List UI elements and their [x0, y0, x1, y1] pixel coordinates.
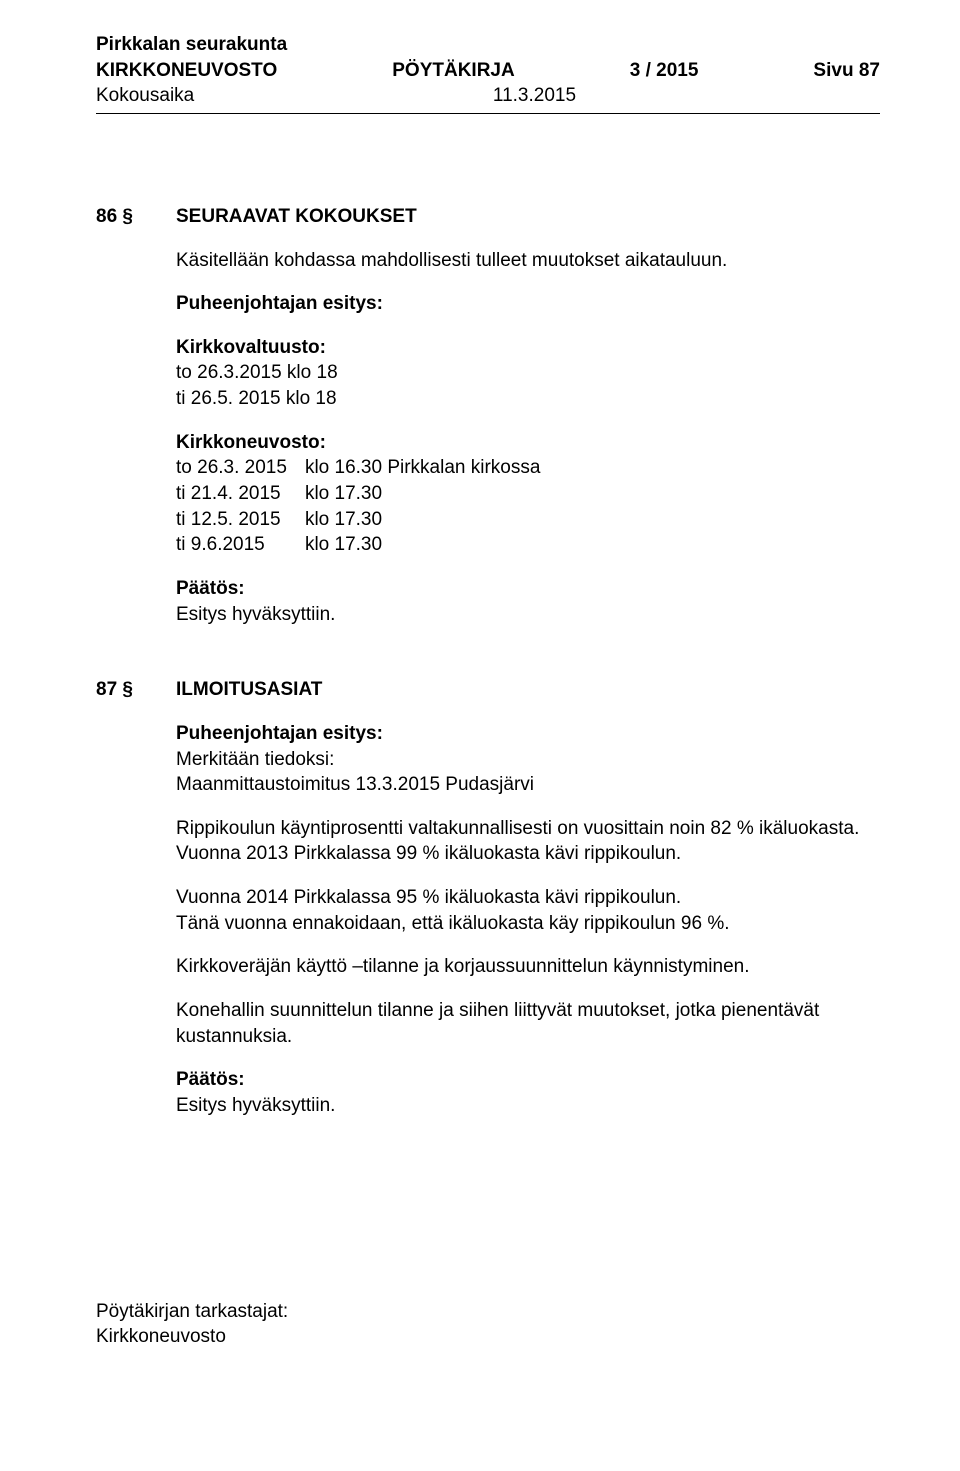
header-spacer [875, 83, 880, 109]
schedule-cell: to 26.3. 2015 [176, 455, 305, 481]
schedule-row: ti 12.5. 2015 klo 17.30 [176, 507, 558, 533]
page-footer: Pöytäkirjan tarkastajat: Kirkkoneuvosto [96, 1299, 880, 1350]
schedule-cell: klo 17.30 [305, 532, 559, 558]
header-page-label: Sivu 87 [813, 58, 880, 84]
item86-title: SEURAAVAT KOKOUKSET [176, 204, 417, 230]
item87-title: ILMOITUSASIAT [176, 677, 322, 703]
item87-decision-label: Päätös: [176, 1067, 880, 1093]
item86-intro: Käsitellään kohdassa mahdollisesti tulle… [176, 248, 880, 274]
item87-proposal-label: Puheenjohtajan esitys: [176, 721, 880, 747]
item87-p5: Konehallin suunnittelun tilanne ja siihe… [176, 998, 880, 1049]
header-doc-type: PÖYTÄKIRJA [392, 58, 514, 84]
item86-body: Käsitellään kohdassa mahdollisesti tulle… [176, 248, 880, 628]
schedule-row: to 26.3. 2015 klo 16.30 Pirkkalan kirkos… [176, 455, 558, 481]
schedule-row: to 26.3.2015 klo 18 [176, 360, 356, 386]
schedule-cell: klo 17.30 [305, 507, 559, 533]
header-doc-num: 3 / 2015 [630, 58, 699, 84]
item87-decision-text: Esitys hyväksyttiin. [176, 1093, 880, 1119]
item87-p1: Rippikoulun käyntiprosentti valtakunnall… [176, 816, 880, 867]
header-divider [96, 113, 880, 114]
schedule-row: ti 9.6.2015 klo 17.30 [176, 532, 558, 558]
header-date-label: Kokousaika [96, 83, 194, 109]
schedule-cell: ti 9.6.2015 [176, 532, 305, 558]
item-87: 87 § ILMOITUSASIAT Puheenjohtajan esitys… [96, 677, 880, 1118]
item86-proposal-label: Puheenjohtajan esitys: [176, 291, 880, 317]
header-org: Pirkkalan seurakunta [96, 32, 287, 58]
item-86: 86 § SEURAAVAT KOKOUKSET Käsitellään koh… [96, 204, 880, 627]
item86-valtuusto-label: Kirkkovaltuusto: [176, 335, 880, 361]
item87-note-line: Maanmittaustoimitus 13.3.2015 Pudasjärvi [176, 772, 880, 798]
item86-decision-label: Päätös: [176, 576, 880, 602]
item86-decision-text: Esitys hyväksyttiin. [176, 602, 880, 628]
schedule-cell: ti 21.4. 2015 [176, 481, 305, 507]
valtuusto-schedule: to 26.3.2015 klo 18 ti 26.5. 2015 klo 18 [176, 360, 356, 411]
item87-note-label: Merkitään tiedoksi: [176, 747, 880, 773]
footer-line2: Kirkkoneuvosto [96, 1324, 880, 1350]
header-body: KIRKKONEUVOSTO [96, 58, 277, 84]
neuvosto-schedule: to 26.3. 2015 klo 16.30 Pirkkalan kirkos… [176, 455, 558, 558]
schedule-cell: ti 12.5. 2015 [176, 507, 305, 533]
item87-p4: Kirkkoveräjän käyttö –tilanne ja korjaus… [176, 954, 880, 980]
item87-p2: Vuonna 2014 Pirkkalassa 95 % ikäluokasta… [176, 885, 880, 911]
schedule-row: ti 21.4. 2015 klo 17.30 [176, 481, 558, 507]
schedule-cell: to 26.3.2015 klo 18 [176, 360, 356, 386]
item87-body: Puheenjohtajan esitys: Merkitään tiedoks… [176, 721, 880, 1119]
item87-p3: Tänä vuonna ennakoidaan, että ikäluokast… [176, 911, 880, 937]
schedule-cell: klo 16.30 Pirkkalan kirkossa [305, 455, 559, 481]
schedule-row: ti 26.5. 2015 klo 18 [176, 386, 356, 412]
footer-line1: Pöytäkirjan tarkastajat: [96, 1299, 880, 1325]
item86-number: 86 § [96, 204, 176, 230]
item86-neuvosto-label: Kirkkoneuvosto: [176, 430, 880, 456]
header-date: 11.3.2015 [493, 83, 576, 109]
item87-number: 87 § [96, 677, 176, 703]
schedule-cell: klo 17.30 [305, 481, 559, 507]
schedule-cell: ti 26.5. 2015 klo 18 [176, 386, 356, 412]
document-page: Pirkkalan seurakunta KIRKKONEUVOSTO PÖYT… [0, 0, 960, 1390]
page-header: Pirkkalan seurakunta KIRKKONEUVOSTO PÖYT… [96, 32, 880, 114]
